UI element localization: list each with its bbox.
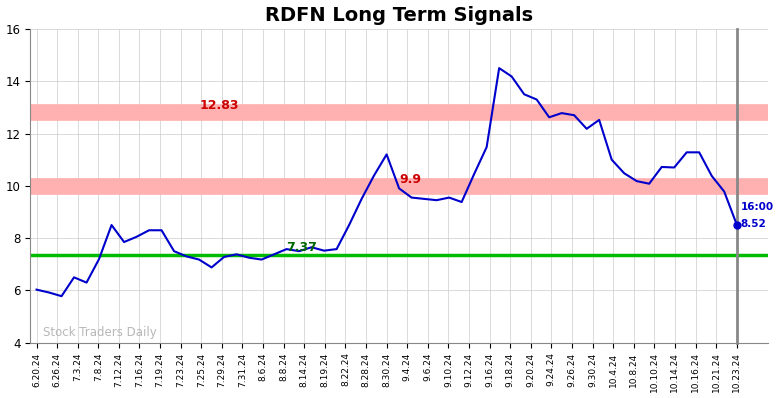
Text: Stock Traders Daily: Stock Traders Daily <box>43 326 157 339</box>
Text: 12.83: 12.83 <box>199 99 238 112</box>
Text: 9.9: 9.9 <box>399 173 421 186</box>
Text: 8.52: 8.52 <box>740 219 766 229</box>
Title: RDFN Long Term Signals: RDFN Long Term Signals <box>265 6 533 25</box>
Text: 16:00: 16:00 <box>740 202 774 212</box>
Text: 7.37: 7.37 <box>287 242 318 254</box>
